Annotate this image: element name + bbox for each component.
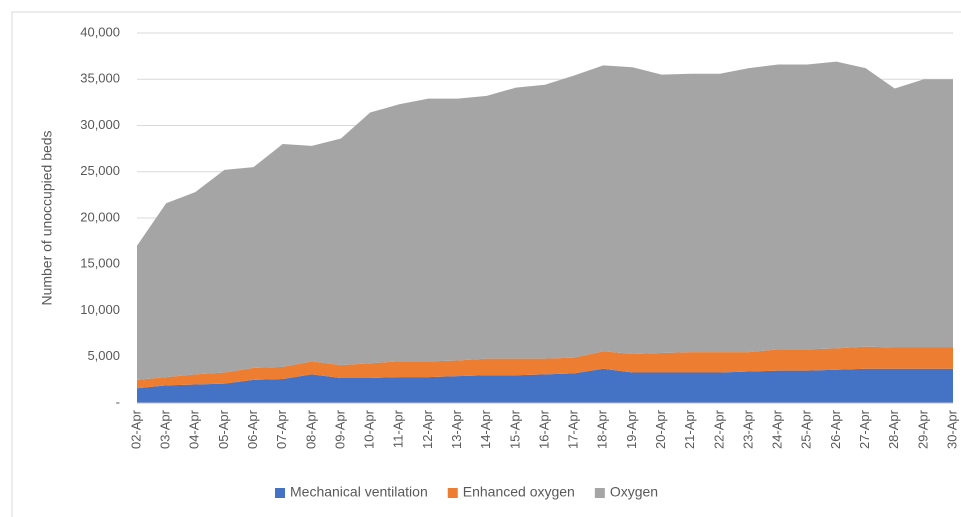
x-tick-label: 17-Apr — [566, 409, 581, 449]
y-tick-label: 35,000 — [80, 71, 120, 86]
y-tick-label: 20,000 — [80, 209, 120, 224]
x-tick-label: 07-Apr — [274, 409, 289, 449]
x-tick-label: 15-Apr — [507, 409, 522, 449]
x-tick-label: 24-Apr — [770, 409, 785, 449]
x-tick-label: 27-Apr — [857, 409, 872, 449]
y-axis-title: Number of unoccupied beds — [39, 130, 55, 305]
y-tick-label: 30,000 — [80, 117, 120, 132]
x-tick-label: 09-Apr — [332, 409, 347, 449]
area — [137, 346, 953, 389]
x-tick-label: 03-Apr — [158, 409, 173, 449]
labels: - 5,000 10,000 15,000 20,000 25,000 30,000 35,0… — [80, 24, 959, 499]
legend-label: Oxygen — [610, 484, 658, 500]
area — [137, 61, 953, 380]
x-tick-label: 10-Apr — [362, 409, 377, 449]
y-tick-label: 40,000 — [80, 24, 120, 39]
legend-label: Enhanced oxygen — [463, 484, 575, 500]
x-tick-label: 30-Apr — [944, 409, 959, 449]
x-tick-label: 22-Apr — [711, 409, 726, 449]
legend-swatch — [447, 488, 458, 498]
plot-area — [137, 61, 953, 404]
x-tick-label: 29-Apr — [915, 409, 930, 449]
legend-swatch — [594, 488, 605, 498]
x-tick-label: 04-Apr — [187, 409, 202, 449]
y-tick-label: - — [116, 394, 120, 409]
x-tick-label: 19-Apr — [624, 409, 639, 449]
y-tick-label: 15,000 — [80, 256, 120, 271]
y-tick-label: 5,000 — [87, 348, 120, 363]
x-tick-label: 12-Apr — [420, 409, 435, 449]
legend-swatch — [275, 488, 285, 498]
x-tick-label: 21-Apr — [682, 409, 697, 449]
x-tick-label: 06-Apr — [245, 409, 260, 449]
x-tick-label: 11-Apr — [391, 409, 406, 448]
x-tick-label: 14-Apr — [478, 409, 493, 449]
x-tick-label: 23-Apr — [740, 409, 755, 449]
x-tick-label: 28-Apr — [886, 409, 901, 449]
x-tick-label: 18-Apr — [595, 409, 610, 449]
y-tick-label: 10,000 — [80, 302, 120, 317]
x-tick-label: 26-Apr — [828, 409, 843, 449]
x-tick-label: 16-Apr — [536, 409, 551, 449]
x-tick-label: 13-Apr — [449, 409, 464, 449]
x-tick-label: 08-Apr — [303, 409, 318, 449]
chart-frame — [11, 11, 961, 517]
x-tick-label: 02-Apr — [128, 409, 143, 449]
area — [137, 368, 953, 403]
x-tick-label: 25-Apr — [799, 409, 814, 449]
x-tick-label: 20-Apr — [653, 409, 668, 449]
x-tick-label: 05-Apr — [216, 409, 231, 449]
y-tick-label: 25,000 — [80, 163, 120, 178]
legend-label: Mechanical ventilation — [290, 484, 428, 500]
